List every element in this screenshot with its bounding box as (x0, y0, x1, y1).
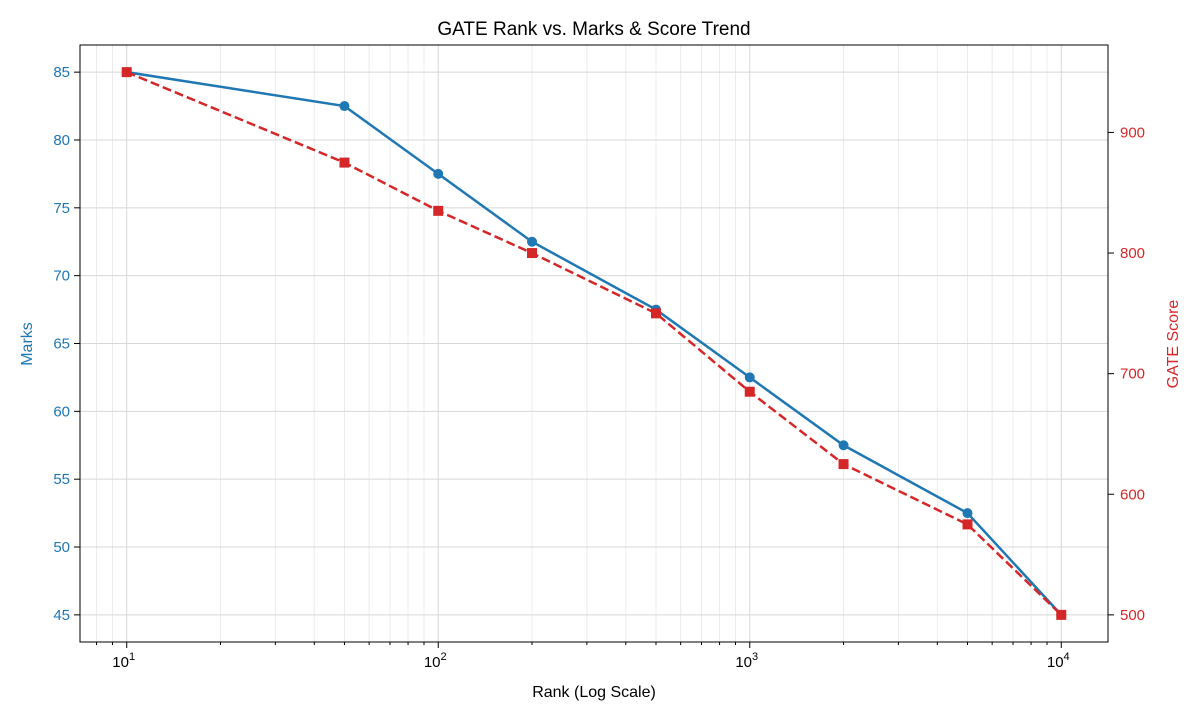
x-tick-label: 102 (424, 651, 447, 671)
y-left-tick-label: 70 (53, 268, 70, 285)
data-point-score (744, 386, 755, 397)
y-left-axis-label: Marks (19, 322, 36, 366)
data-point-score (838, 459, 849, 470)
y-right-axis-label: GATE Score (1165, 300, 1182, 389)
data-point-marks (962, 508, 973, 519)
data-point-score (339, 157, 350, 168)
y-left-tick-label: 65 (53, 336, 70, 353)
y-right-tick-label: 700 (1120, 366, 1145, 383)
x-tick-label: 103 (735, 651, 758, 671)
y-left-tick-label: 50 (53, 539, 70, 556)
x-tick-label: 104 (1047, 651, 1070, 671)
y-right-tick-label: 900 (1120, 124, 1145, 141)
chart-title: GATE Rank vs. Marks & Score Trend (437, 19, 750, 40)
data-point-marks (339, 101, 350, 112)
data-point-marks (744, 372, 755, 383)
data-point-score (433, 205, 444, 216)
data-point-marks (433, 168, 444, 179)
x-tick-label: 101 (112, 651, 135, 671)
series-layer (121, 67, 1067, 620)
y-left-tick-label: 60 (53, 403, 70, 420)
data-point-score (650, 308, 661, 319)
x-axis-label: Rank (Log Scale) (532, 684, 656, 701)
data-point-marks (527, 236, 538, 247)
data-point-score (962, 519, 973, 530)
data-point-score (527, 248, 538, 259)
y-left-tick-label: 55 (53, 471, 70, 488)
data-point-score (1056, 609, 1067, 620)
y-left-tick-label: 75 (53, 200, 70, 217)
y-right-tick-label: 600 (1120, 486, 1145, 503)
y-left-tick-label: 85 (53, 64, 70, 81)
y-right-tick-label: 500 (1120, 607, 1145, 624)
data-point-score (121, 67, 132, 78)
series-line-right (126, 70, 1063, 616)
y-left-tick-label: 45 (53, 607, 70, 624)
ticks: 101 102 103 104 45 50 55 60 65 70 75 80 85 500 600 700 8… (53, 64, 1145, 671)
data-point-marks (838, 440, 849, 451)
y-left-tick-label: 80 (53, 132, 70, 149)
y-right-tick-label: 800 (1120, 245, 1145, 262)
grid (80, 45, 1108, 642)
